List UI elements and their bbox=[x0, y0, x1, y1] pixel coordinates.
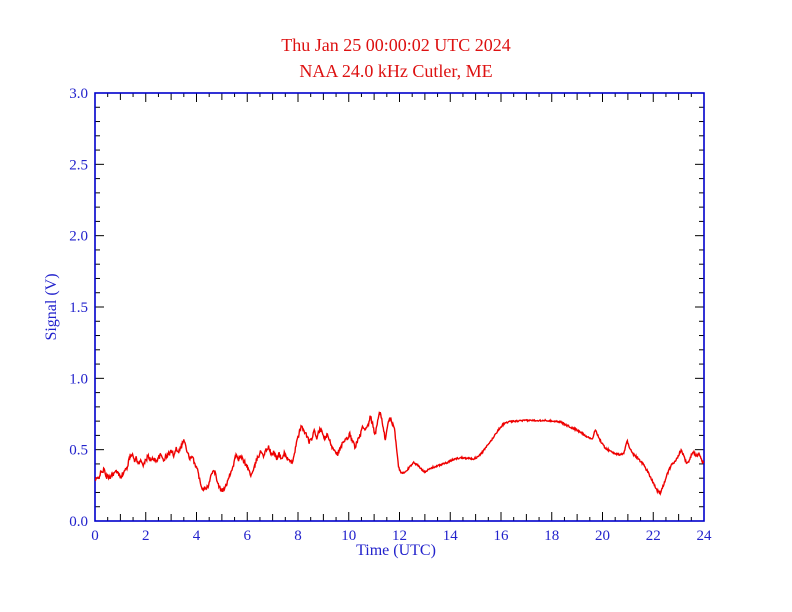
x-tick-label: 22 bbox=[646, 528, 661, 544]
x-tick-label: 12 bbox=[392, 528, 407, 544]
y-tick-label: 3.0 bbox=[69, 86, 88, 102]
x-tick-label: 8 bbox=[294, 528, 302, 544]
y-tick-label: 2.0 bbox=[69, 229, 88, 245]
x-tick-label: 4 bbox=[193, 528, 201, 544]
x-tick-label: 0 bbox=[91, 528, 99, 544]
x-tick-label: 14 bbox=[443, 528, 459, 544]
chart-title-line2: NAA 24.0 kHz Cutler, ME bbox=[299, 61, 493, 81]
x-tick-label: 24 bbox=[697, 528, 713, 544]
y-tick-label: 0.5 bbox=[69, 443, 88, 459]
x-tick-label: 18 bbox=[544, 528, 559, 544]
y-axis-label: Signal (V) bbox=[43, 273, 60, 341]
x-tick-label: 2 bbox=[142, 528, 150, 544]
y-tick-label: 1.5 bbox=[69, 300, 88, 316]
y-tick-label: 2.5 bbox=[69, 157, 88, 173]
chart-title-line1: Thu Jan 25 00:00:02 UTC 2024 bbox=[281, 35, 511, 55]
x-tick-label: 6 bbox=[244, 528, 252, 544]
x-tick-label: 16 bbox=[494, 528, 510, 544]
axis-box bbox=[94, 92, 705, 522]
x-axis-label: Time (UTC) bbox=[356, 542, 436, 559]
x-tick-label: 20 bbox=[595, 528, 610, 544]
y-tick-label: 0.0 bbox=[69, 514, 88, 530]
y-tick-label: 1.0 bbox=[69, 371, 88, 387]
x-tick-label: 10 bbox=[341, 528, 356, 544]
signal-line bbox=[95, 410, 704, 497]
